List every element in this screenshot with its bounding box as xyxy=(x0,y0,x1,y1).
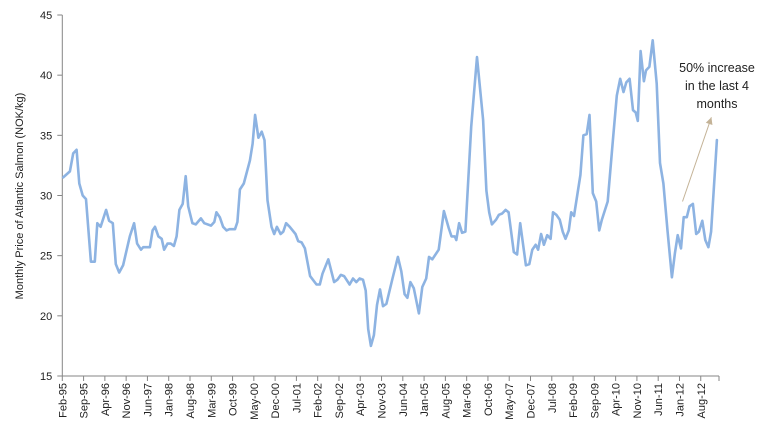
y-tick-label: 25 xyxy=(40,251,52,263)
y-tick-label: 20 xyxy=(40,311,52,323)
annotation: 50% increase in the last 4 months xyxy=(679,61,755,202)
y-tick-label: 35 xyxy=(40,130,52,142)
x-tick-label: Oct-06 xyxy=(483,383,495,416)
annotation-arrow xyxy=(682,117,712,202)
x-tick-label: Apr-10 xyxy=(611,383,623,416)
x-tick-label: Jan-98 xyxy=(164,383,176,417)
x-tick-label: Feb-02 xyxy=(313,383,325,418)
x-tick-label: Jan-05 xyxy=(419,383,431,417)
x-tick-label: Mar-06 xyxy=(462,383,474,418)
annotation-arrowhead xyxy=(705,117,713,126)
x-tick-label: Sep-95 xyxy=(79,383,91,418)
x-tick-label: May-07 xyxy=(504,383,516,420)
series-line-salmon-price xyxy=(61,39,719,348)
x-tick-label: Nov-03 xyxy=(377,383,389,418)
x-tick-label: Jul-08 xyxy=(547,383,559,413)
x-tick-label: Jun-04 xyxy=(398,383,410,417)
x-tick-label: Feb-09 xyxy=(568,383,580,418)
x-tick-label: May-00 xyxy=(249,383,261,420)
x-tick-label: Dec-07 xyxy=(526,383,538,418)
x-tick-label: Jun-11 xyxy=(653,383,665,416)
x-tick-label: Sep-09 xyxy=(589,383,601,418)
y-tick-label: 30 xyxy=(40,191,52,203)
x-tick-label: Apr-96 xyxy=(100,383,112,416)
annotation-line-1: 50% increase xyxy=(679,61,755,75)
x-tick-label: Aug-05 xyxy=(440,383,452,418)
x-tick-label: Jun-97 xyxy=(142,383,154,417)
x-tick-label: Jul-01 xyxy=(291,383,303,413)
y-tick-label: 45 xyxy=(40,10,52,22)
x-tick-label: Apr-03 xyxy=(355,383,367,416)
annotation-line-3: months xyxy=(697,97,738,111)
x-tick-label: Oct-99 xyxy=(228,383,240,416)
y-tick-label: 15 xyxy=(40,371,52,383)
x-axis-ticks: Feb-95 Sep-95 Apr-96 Nov-96 Jun-97 Jan-98 Aug-… xyxy=(57,376,720,420)
y-tick-label: 40 xyxy=(40,70,52,82)
x-tick-label: Nov-96 xyxy=(121,383,133,418)
x-tick-label: Mar-99 xyxy=(206,383,218,418)
x-tick-label: Aug-98 xyxy=(185,383,197,418)
x-tick-label: Jan-12 xyxy=(674,383,686,417)
annotation-line-2: in the last 4 xyxy=(685,79,749,93)
x-tick-label: Feb-95 xyxy=(57,383,69,418)
y-axis-ticks: 15 20 25 30 35 40 45 xyxy=(40,10,63,383)
x-tick-label: Dec-00 xyxy=(270,383,282,418)
y-axis-title: Monthly Price of Atlantic Salmon (NOK/kg… xyxy=(14,93,26,300)
x-tick-label: Aug-12 xyxy=(696,383,708,418)
x-tick-label: Sep-02 xyxy=(334,383,346,418)
x-tick-label: Nov-10 xyxy=(632,383,644,418)
